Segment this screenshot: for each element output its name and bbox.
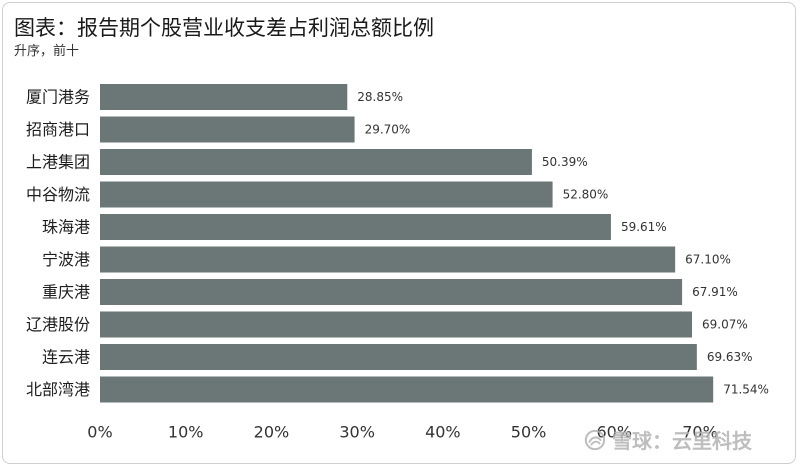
category-label: 上港集团: [26, 153, 90, 172]
bar: [100, 116, 355, 143]
chart-title: 图表：报告期个股营业收支差占利润总额比例: [14, 16, 434, 40]
category-label: 招商港口: [26, 120, 90, 139]
x-tick-label: 30%: [339, 423, 375, 442]
x-tick-label: 50%: [511, 423, 547, 442]
category-label: 连云港: [42, 348, 90, 367]
category-label: 珠海港: [42, 218, 90, 237]
bar: [100, 376, 714, 403]
value-label: 69.07%: [702, 318, 748, 332]
category-label: 厦门港务: [26, 88, 90, 107]
x-tick-label: 20%: [254, 423, 290, 442]
x-tick-label: 10%: [168, 423, 204, 442]
value-label: 29.70%: [365, 123, 411, 137]
category-label: 辽港股份: [26, 315, 90, 334]
x-tick-label: 0%: [87, 423, 112, 442]
x-tick-label: 70%: [682, 423, 718, 442]
value-label: 71.54%: [723, 383, 769, 397]
bar: [100, 214, 611, 240]
value-label: 52.80%: [563, 188, 609, 202]
value-label: 28.85%: [357, 90, 403, 104]
value-label: 59.61%: [621, 220, 667, 234]
chart-subtitle: 升序，前十: [14, 44, 80, 59]
x-tick-label: 40%: [425, 423, 461, 442]
bar: [100, 84, 348, 110]
category-label: 北部湾港: [26, 380, 90, 399]
category-label: 宁波港: [42, 250, 90, 269]
bar: [100, 181, 553, 208]
snowball-logo-icon: [584, 429, 606, 450]
value-label: 69.63%: [707, 350, 753, 364]
category-label: 重庆港: [42, 283, 90, 302]
bar: [100, 149, 532, 175]
bar: [100, 311, 693, 338]
bar: [100, 279, 683, 305]
bar: [100, 246, 676, 273]
bar: [100, 344, 697, 370]
watermark-text: 雪球：云里科技: [612, 429, 752, 453]
category-label: 中谷物流: [26, 185, 90, 204]
watermark: 雪球：云里科技: [584, 425, 752, 454]
value-label: 50.39%: [542, 155, 588, 169]
x-tick-label: 60%: [597, 423, 633, 442]
value-label: 67.10%: [685, 253, 731, 267]
value-label: 67.91%: [692, 285, 738, 299]
